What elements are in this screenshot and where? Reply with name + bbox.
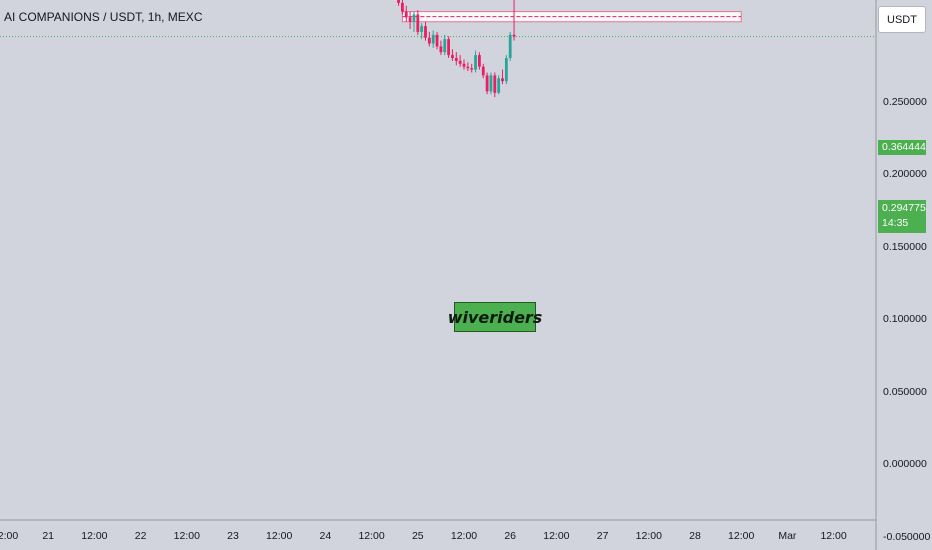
time-tick-label: 12:00 (266, 530, 293, 542)
current-price-tag: 0.294775 14:35 (878, 200, 926, 233)
candle-body[interactable] (462, 63, 466, 67)
time-tick-label: Mar (778, 530, 797, 542)
candle-body[interactable] (489, 75, 493, 92)
candle-body[interactable] (501, 78, 504, 82)
candle-body[interactable] (481, 66, 485, 76)
candle-body[interactable] (404, 11, 408, 18)
candle-body[interactable] (504, 58, 508, 82)
time-tick-label: 24 (319, 530, 332, 542)
time-tick-label: 21 (42, 530, 55, 542)
candle-body[interactable] (408, 17, 412, 22)
candle-body[interactable] (466, 66, 470, 69)
time-tick-label: 27 (596, 530, 609, 542)
candle-body[interactable] (512, 34, 516, 37)
current-price-value: 0.294775 (882, 202, 926, 214)
candle-body[interactable] (431, 34, 435, 44)
candle-body[interactable] (497, 78, 501, 93)
time-tick-label: 22 (134, 530, 147, 542)
time-tick-label: 12:00 (635, 530, 662, 542)
price-tick-label: 0.050000 (883, 385, 927, 398)
candle-body[interactable] (454, 58, 458, 61)
candle-body[interactable] (401, 2, 404, 12)
candle-body[interactable] (443, 39, 447, 53)
time-tick-label: 12:00 (173, 530, 200, 542)
time-tick-label: 25 (411, 530, 424, 542)
time-tick-label: 12:00 (81, 530, 108, 542)
price-tick-label: 0.200000 (883, 168, 927, 180)
candle-body[interactable] (439, 46, 443, 53)
candle-body[interactable] (493, 75, 497, 93)
price-tick-label: -0.050000 (883, 530, 931, 543)
price-tick-label: 0.100000 (883, 313, 927, 325)
candle-body[interactable] (458, 60, 462, 64)
candle-body[interactable] (416, 14, 420, 32)
time-tick-label: 26 (504, 530, 517, 542)
time-tick-label: 28 (689, 530, 701, 542)
watermark-label: wiveriders (448, 302, 542, 332)
price-tick-label: 0.250000 (883, 95, 927, 108)
candle-body[interactable] (478, 55, 481, 67)
time-tick-label: 12:00 (543, 530, 570, 542)
bar-countdown: 14:35 (882, 217, 909, 229)
candle-body[interactable] (397, 0, 400, 3)
candle-body[interactable] (424, 26, 427, 38)
time-tick-label: 12:00 (358, 530, 385, 542)
candle-body[interactable] (485, 75, 489, 92)
candle-body[interactable] (447, 39, 450, 56)
candle-body[interactable] (451, 55, 454, 58)
time-tick-label: 12:00 (728, 530, 755, 542)
candle-body[interactable] (420, 26, 424, 32)
chart-title: AI COMPANIONS / USDT, 1h, MEXC (4, 10, 203, 24)
price-tick-label: 0.150000 (883, 240, 927, 253)
price-tick-label: 0.000000 (883, 458, 927, 470)
time-tick-label: 12:00 (820, 530, 847, 542)
time-tick-label: 12:00 (450, 530, 478, 542)
currency-unit-button[interactable]: USDT (878, 6, 926, 33)
time-tick-label: 23 (227, 530, 239, 542)
candle-body[interactable] (508, 34, 512, 58)
candle-body[interactable] (435, 34, 439, 47)
target-price-tag: 0.364444 (878, 140, 926, 155)
candle-body[interactable] (474, 55, 477, 70)
candle-body[interactable] (412, 14, 416, 22)
time-tick-label: 2:00 (0, 530, 19, 542)
candle-body[interactable] (427, 37, 431, 44)
candle-body[interactable] (470, 68, 474, 70)
